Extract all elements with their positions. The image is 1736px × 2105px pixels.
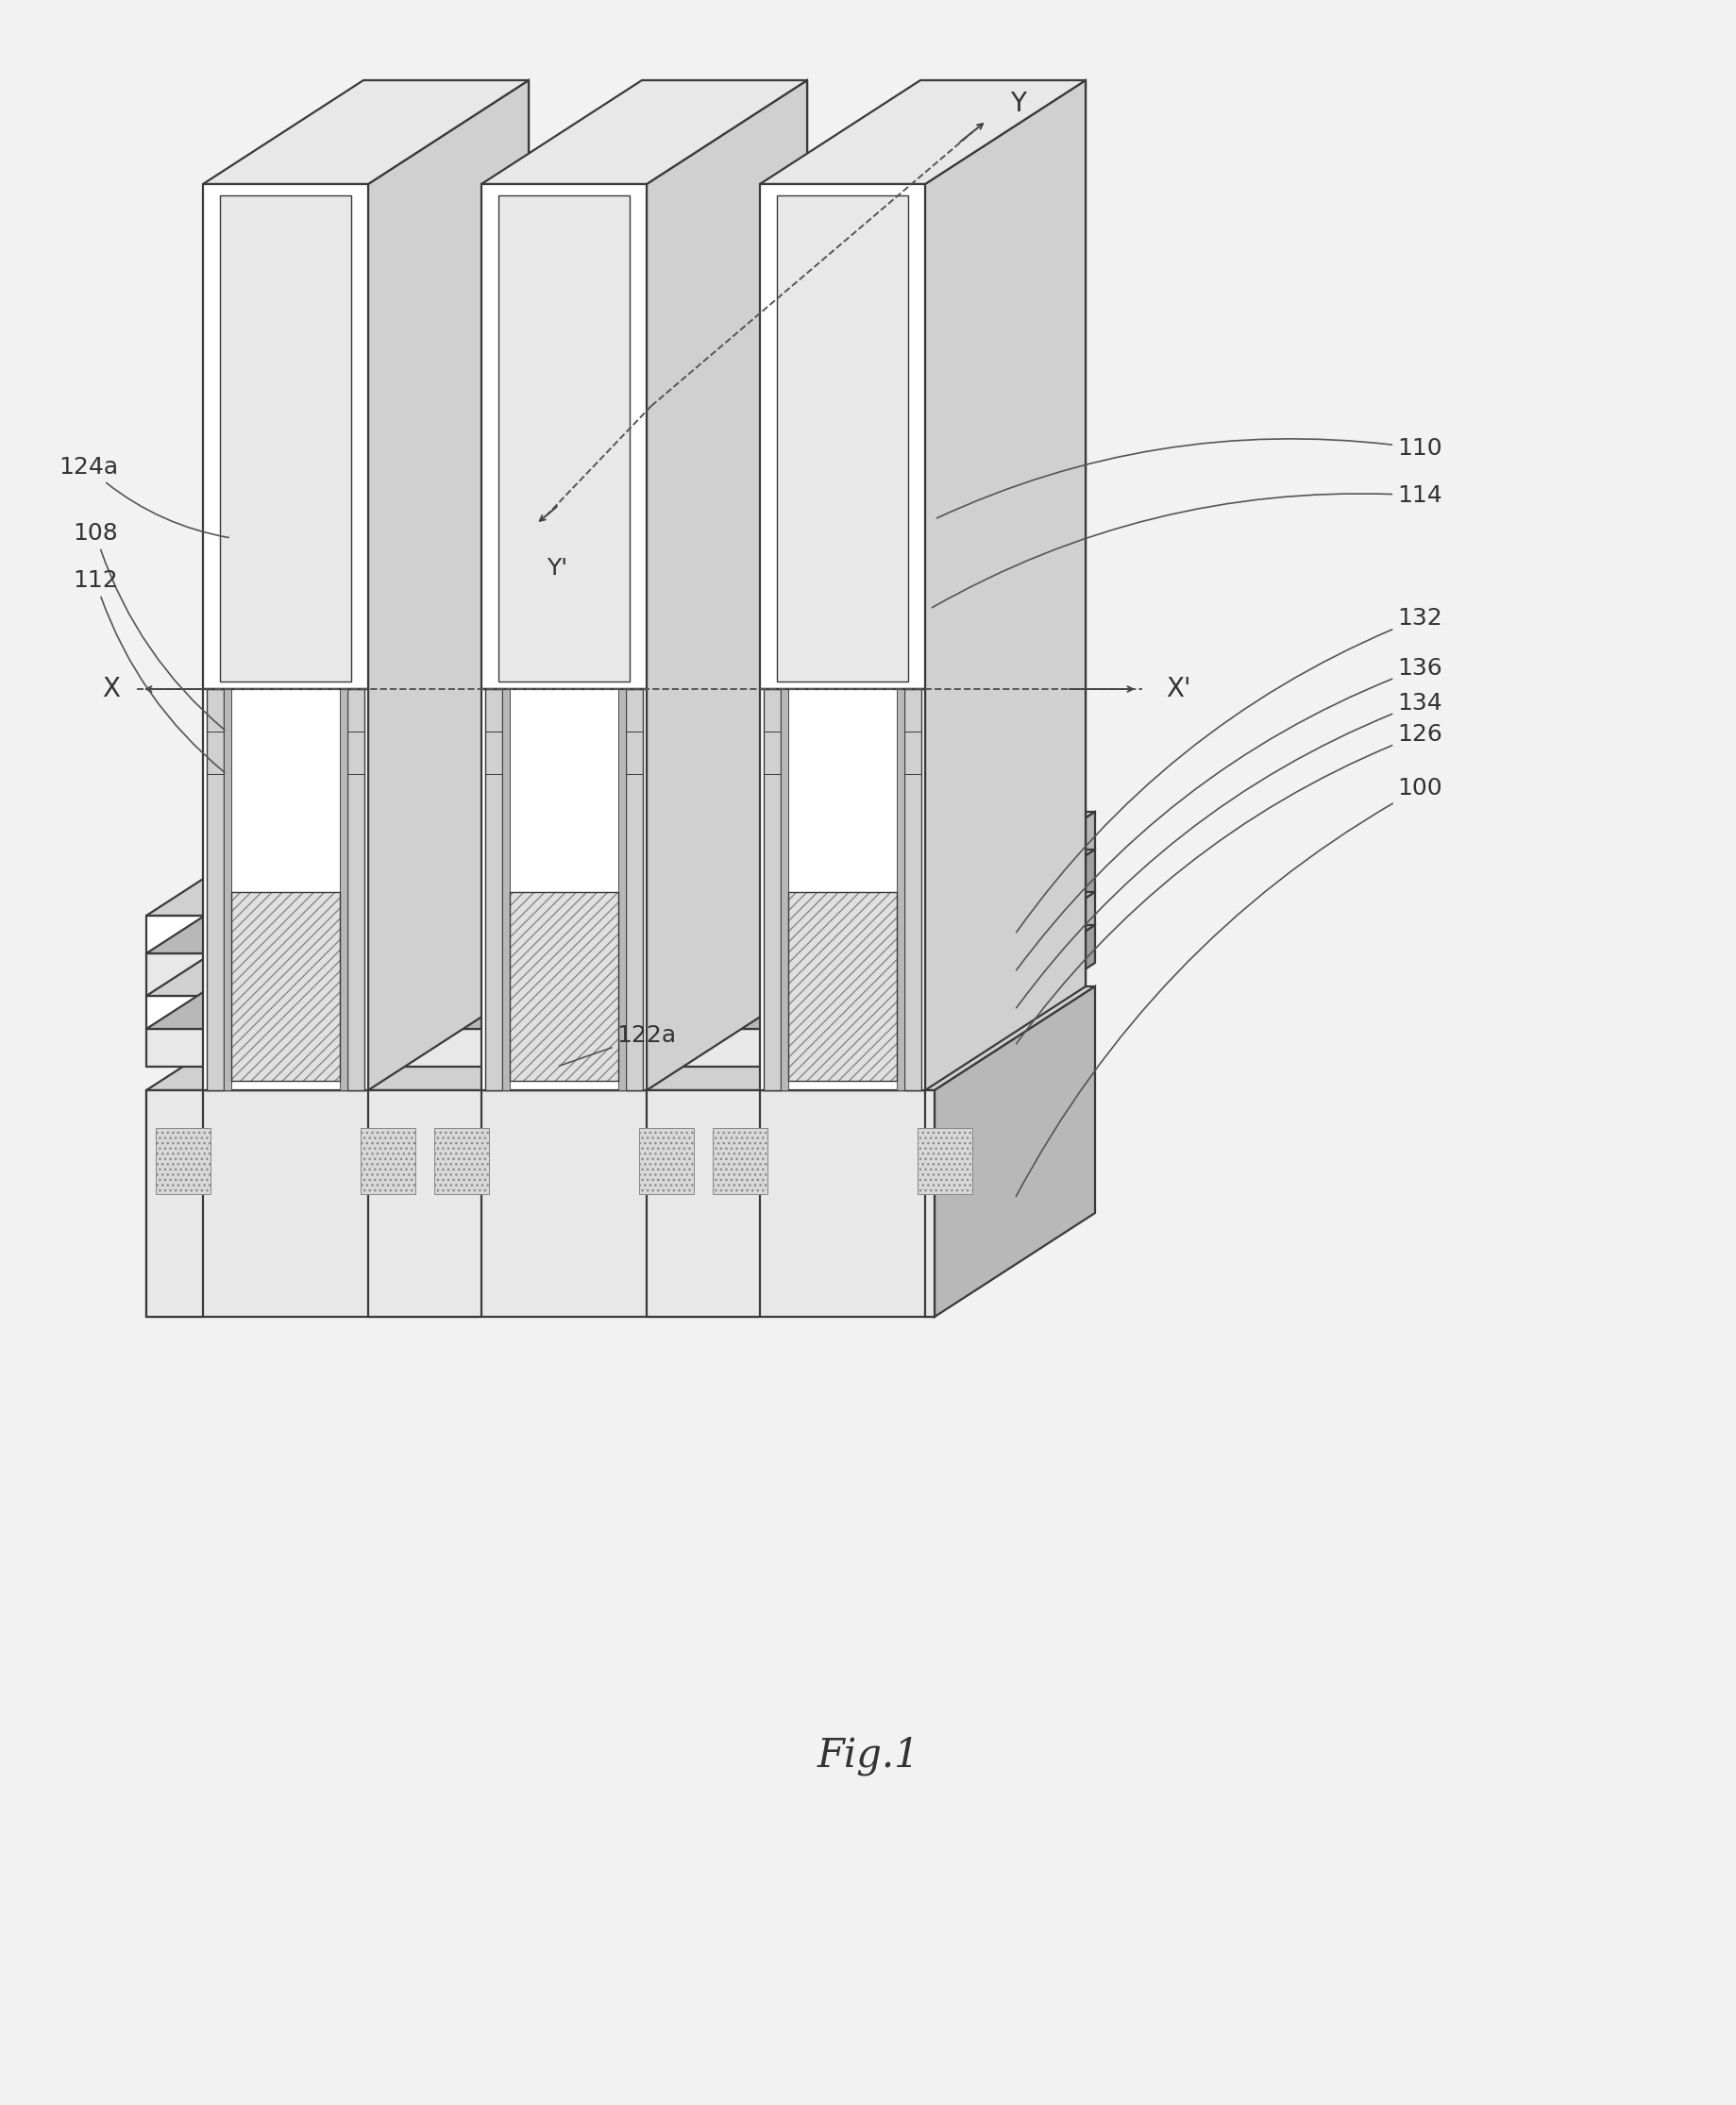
- Polygon shape: [934, 850, 1094, 996]
- Polygon shape: [484, 688, 502, 1090]
- Polygon shape: [156, 1128, 210, 1194]
- Polygon shape: [639, 1128, 693, 1194]
- Text: Y': Y': [547, 558, 568, 579]
- Polygon shape: [231, 688, 340, 893]
- Polygon shape: [481, 80, 807, 183]
- Polygon shape: [934, 893, 1094, 1029]
- Polygon shape: [502, 688, 509, 1090]
- Polygon shape: [509, 688, 618, 893]
- Polygon shape: [340, 688, 347, 1090]
- Text: 110: 110: [936, 438, 1441, 518]
- Polygon shape: [146, 850, 1094, 954]
- Polygon shape: [481, 688, 646, 1090]
- Text: Fig.1: Fig.1: [816, 1737, 920, 1775]
- Polygon shape: [207, 688, 224, 1090]
- Polygon shape: [509, 893, 618, 1080]
- Polygon shape: [646, 1090, 760, 1318]
- Polygon shape: [896, 688, 904, 1090]
- Polygon shape: [917, 1128, 972, 1194]
- Polygon shape: [764, 688, 779, 1090]
- Polygon shape: [434, 1128, 490, 1194]
- Polygon shape: [146, 1029, 934, 1067]
- Text: X: X: [102, 676, 120, 703]
- Polygon shape: [934, 987, 1094, 1318]
- Polygon shape: [203, 80, 528, 183]
- Polygon shape: [712, 1128, 767, 1194]
- Polygon shape: [760, 688, 925, 1090]
- Text: 132: 132: [1016, 606, 1441, 933]
- Polygon shape: [347, 688, 365, 1090]
- Polygon shape: [146, 954, 934, 996]
- Text: 114: 114: [932, 484, 1441, 608]
- Text: X': X': [1165, 676, 1191, 703]
- Polygon shape: [934, 813, 1094, 954]
- Polygon shape: [481, 183, 646, 688]
- Polygon shape: [788, 688, 896, 893]
- Polygon shape: [776, 196, 908, 682]
- Polygon shape: [146, 924, 1094, 1029]
- Polygon shape: [618, 688, 625, 1090]
- Polygon shape: [146, 996, 934, 1029]
- Polygon shape: [231, 893, 340, 1080]
- Polygon shape: [904, 688, 920, 1090]
- Polygon shape: [220, 196, 351, 682]
- Polygon shape: [203, 688, 368, 1090]
- Polygon shape: [361, 1128, 415, 1194]
- Polygon shape: [368, 80, 528, 1090]
- Text: 124a: 124a: [59, 457, 229, 537]
- Text: 134: 134: [1016, 693, 1441, 1008]
- Polygon shape: [498, 196, 628, 682]
- Polygon shape: [788, 893, 896, 1080]
- Polygon shape: [146, 987, 1094, 1090]
- Text: 100: 100: [1016, 777, 1441, 1196]
- Polygon shape: [760, 80, 1085, 183]
- Polygon shape: [146, 916, 934, 954]
- Polygon shape: [146, 1090, 934, 1318]
- Text: Y: Y: [1010, 91, 1026, 118]
- Polygon shape: [146, 1090, 203, 1318]
- Polygon shape: [760, 183, 925, 688]
- Polygon shape: [925, 80, 1085, 1090]
- Text: 126: 126: [1016, 722, 1441, 1044]
- Polygon shape: [368, 1090, 481, 1318]
- Polygon shape: [146, 813, 1094, 916]
- Polygon shape: [625, 688, 642, 1090]
- Text: 112: 112: [73, 568, 224, 773]
- Polygon shape: [146, 893, 1094, 996]
- Polygon shape: [934, 924, 1094, 1067]
- Polygon shape: [203, 183, 368, 688]
- Text: 136: 136: [1016, 657, 1441, 970]
- Polygon shape: [779, 688, 788, 1090]
- Text: 108: 108: [73, 522, 224, 730]
- Polygon shape: [646, 80, 807, 1090]
- Polygon shape: [224, 688, 231, 1090]
- Text: 122a: 122a: [559, 1025, 675, 1065]
- Polygon shape: [925, 1090, 934, 1318]
